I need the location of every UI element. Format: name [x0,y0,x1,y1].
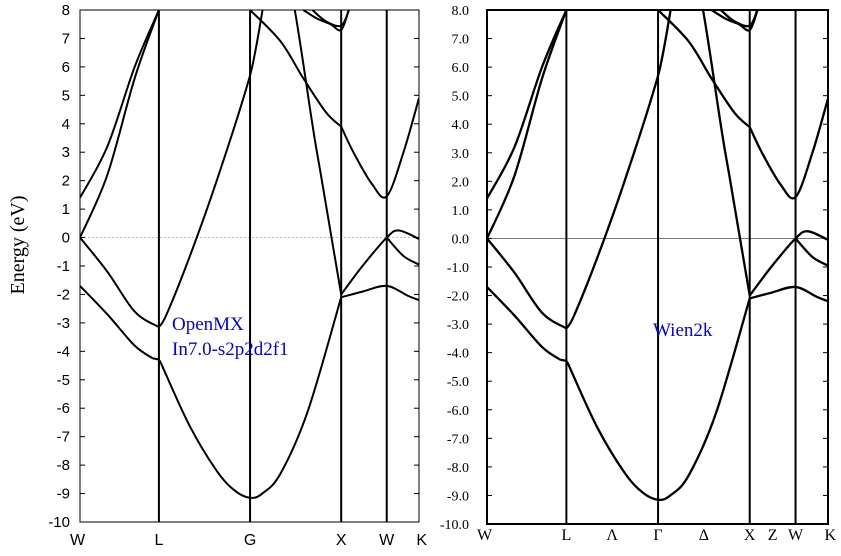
y-tick-label: -6.0 [447,404,469,419]
band-line [565,10,751,330]
y-tick-label: -10.0 [440,518,469,533]
band-line [311,10,350,28]
y-tick-label: 3.0 [452,147,470,162]
y-tick-label: 4 [62,116,70,133]
y-tick-label: 8 [62,2,70,19]
y-tick-label: -9 [57,486,70,503]
y-tick-label: 0.0 [452,232,470,247]
band-line [80,236,160,329]
band-line [340,229,419,296]
y-tick-label: 7 [62,30,70,47]
y-tick-label: -7 [57,429,70,446]
y-tick-label: -5.0 [447,375,469,390]
x-tick-label: K [824,527,836,544]
band-line [152,357,163,367]
y-tick-label: 6 [62,59,70,76]
x-tick-label: G [244,532,256,549]
panel-annotation: OpenMX [172,314,244,335]
x-tick-label: Δ [699,527,709,544]
x-tick-label: W [788,527,804,544]
y-tick-label: -3.0 [447,318,469,333]
y-tick-label: 5.0 [452,90,470,105]
y-axis-label: Energy (eV) [7,195,29,294]
y-tick-label: 0 [62,230,70,247]
x-tick-label: Γ [653,527,662,544]
y-tick-label: -1.0 [447,261,469,276]
band-line [487,286,561,361]
x-tick-label: L [561,527,571,544]
band-line [487,237,568,330]
y-tick-label: -8 [57,457,70,474]
x-tick-label: W [70,532,86,549]
x-tick-label: W [379,532,395,549]
y-tick-label: -1 [57,258,70,275]
band-line [487,10,568,200]
wien2k-panel: 8.0 7.0 6.0 5.0 4.0 3.0 2.0 1.0 0.0 -1.0 -2.0 -3.0 -… [440,4,837,544]
band-line [560,358,571,368]
band-line [80,10,160,199]
band-line [719,10,759,28]
y-tick-label: 7.0 [452,33,470,48]
x-tick-label: W [477,527,493,544]
x-tick-label: X [336,532,347,549]
x-tick-label: K [416,532,427,549]
y-tick-label: 1.0 [452,204,470,219]
y-tick-label: 3 [62,144,70,161]
y-tick-label: 6.0 [452,61,470,76]
x-tick-label: Λ [606,527,618,544]
band-line [80,10,160,238]
band-line [249,10,342,128]
band-line [794,237,828,267]
panel-annotation: Wien2k [653,320,713,341]
panel-annotation: In7.0-s2p2d2f1 [172,339,289,360]
y-tick-label: 2 [62,173,70,190]
y-tick-label: -8.0 [447,461,469,476]
band-line [749,285,828,303]
y-tick-label: 4.0 [452,118,470,133]
y-tick-label: 8.0 [452,4,470,19]
y-tick-label: 1 [62,201,70,218]
band-line [158,10,343,328]
y-tick-label: -9.0 [447,489,469,504]
band-line [748,98,828,200]
band-line [748,230,828,297]
band-line [568,298,751,501]
x-tick-label: X [744,527,756,544]
x-tick-label: Z [768,527,778,544]
y-tick-label: -4.0 [447,347,469,362]
band-line [385,236,419,266]
band-line [340,97,419,199]
band-line [657,10,751,128]
y-tick-label: -4 [57,343,70,360]
y-tick-label: -7.0 [447,432,469,447]
y-tick-label: -10 [48,514,70,531]
y-tick-label: -3 [57,315,70,332]
y-tick-label: -2 [57,286,70,303]
y-tick-label: 2.0 [452,175,470,190]
y-tick-label: 5 [62,87,70,104]
y-tick-label: -6 [57,400,70,417]
y-tick-label: -5 [57,372,70,389]
band-line [161,297,343,499]
band-line [80,285,154,360]
band-line [340,284,419,302]
x-tick-label: L [154,532,163,549]
band-line [487,10,568,239]
y-tick-label: -2.0 [447,290,469,305]
